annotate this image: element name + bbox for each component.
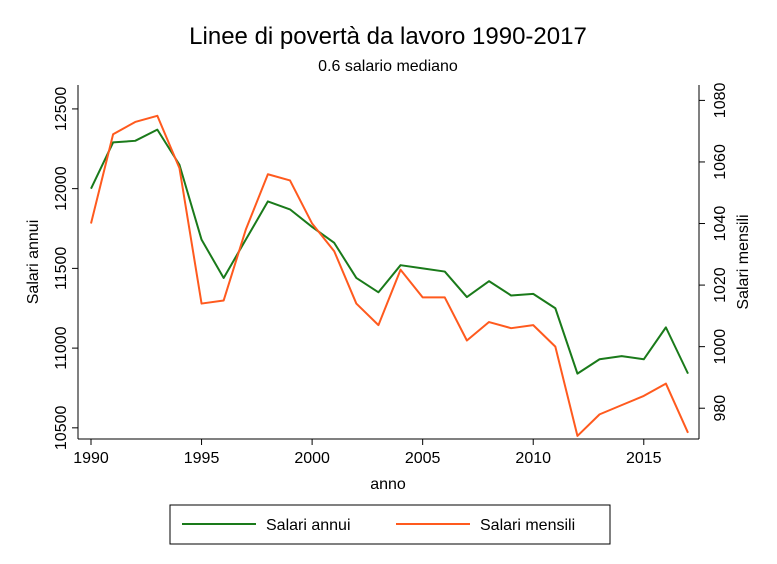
chart-subtitle: 0.6 salario mediano: [318, 58, 458, 75]
right-y-axis-label: Salari mensili: [735, 214, 752, 309]
x-tick-label: 2005: [405, 450, 441, 467]
y-left-tick-label: 12000: [53, 166, 70, 211]
x-tick-label: 2000: [294, 450, 330, 467]
series-line-salari-annui: [90, 128, 689, 375]
x-tick-label: 1995: [184, 450, 220, 467]
plot-area: [80, 78, 699, 439]
y-left-tick-label: 11000: [53, 326, 70, 369]
y-right-tick-label: 1040: [712, 206, 729, 242]
series-line-salari-mensili: [90, 114, 689, 437]
x-tick-label: 2015: [626, 450, 662, 467]
y-left-ticks: 10500 11000 11500 12000 12500: [53, 87, 78, 450]
y-left-tick-label: 11500: [53, 247, 70, 290]
series-layer: [90, 114, 689, 437]
x-tick-label: 2010: [515, 450, 551, 467]
y-right-tick-label: 1060: [712, 144, 729, 180]
x-tick-label: 1990: [73, 450, 109, 467]
legend-label-mensili: Salari mensili: [480, 517, 575, 534]
legend-label-annui: Salari annui: [266, 517, 351, 534]
y-right-tick-label: 1020: [712, 267, 729, 303]
y-left-tick-label: 12500: [53, 87, 70, 132]
chart-title: Linee di povertà da lavoro 1990-2017: [189, 23, 587, 50]
y-right-ticks: 980 1000 1020 1040 1060 1080: [699, 82, 729, 422]
y-right-tick-label: 1080: [712, 82, 729, 118]
y-right-tick-label: 1000: [712, 329, 729, 365]
left-y-axis-label: Salari annui: [25, 220, 42, 305]
y-left-tick-label: 10500: [53, 405, 70, 450]
x-ticks: 1990 1995 2000 2005 2010 2015: [73, 439, 662, 467]
x-axis-label: anno: [370, 476, 406, 493]
y-right-tick-label: 980: [712, 395, 729, 422]
